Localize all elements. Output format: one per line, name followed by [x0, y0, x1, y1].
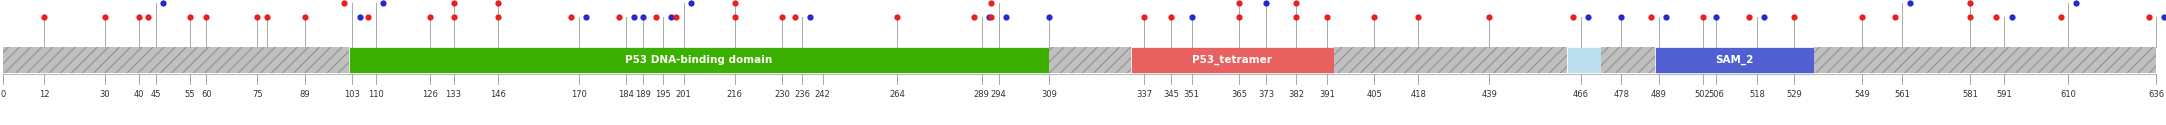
Text: 195: 195: [656, 90, 671, 98]
Text: 126: 126: [422, 90, 438, 98]
FancyBboxPatch shape: [1601, 47, 1655, 73]
Text: 636: 636: [2149, 90, 2164, 98]
Text: 103: 103: [344, 90, 360, 98]
Text: SAM_2: SAM_2: [1715, 55, 1754, 65]
Text: 133: 133: [446, 90, 461, 98]
Text: P53 DNA-binding domain: P53 DNA-binding domain: [626, 55, 773, 65]
Text: 373: 373: [1258, 90, 1274, 98]
Text: 60: 60: [201, 90, 212, 98]
Text: 581: 581: [1962, 90, 1978, 98]
FancyBboxPatch shape: [1655, 47, 1815, 73]
Text: 146: 146: [490, 90, 505, 98]
Text: 591: 591: [1997, 90, 2012, 98]
Text: 549: 549: [1854, 90, 1869, 98]
FancyBboxPatch shape: [1048, 47, 1131, 73]
FancyBboxPatch shape: [4, 47, 349, 73]
FancyBboxPatch shape: [1815, 47, 2157, 73]
Text: 189: 189: [635, 90, 652, 98]
Text: 75: 75: [251, 90, 262, 98]
Text: 518: 518: [1748, 90, 1765, 98]
Text: 294: 294: [990, 90, 1007, 98]
Text: 466: 466: [1573, 90, 1590, 98]
Text: 264: 264: [888, 90, 905, 98]
Text: 201: 201: [676, 90, 691, 98]
FancyBboxPatch shape: [1334, 47, 1568, 73]
Text: 439: 439: [1482, 90, 1497, 98]
FancyBboxPatch shape: [1568, 47, 1601, 73]
Text: 382: 382: [1289, 90, 1304, 98]
Text: 351: 351: [1183, 90, 1200, 98]
Text: 489: 489: [1650, 90, 1666, 98]
Text: 529: 529: [1787, 90, 1802, 98]
Text: 45: 45: [149, 90, 160, 98]
Text: 506: 506: [1709, 90, 1724, 98]
Text: 345: 345: [1163, 90, 1178, 98]
Text: 242: 242: [814, 90, 830, 98]
Text: P53_tetramer: P53_tetramer: [1191, 55, 1271, 65]
Text: 289: 289: [975, 90, 990, 98]
FancyBboxPatch shape: [349, 47, 1048, 73]
Text: 230: 230: [773, 90, 791, 98]
Text: 365: 365: [1230, 90, 1248, 98]
Text: 12: 12: [39, 90, 50, 98]
Text: 216: 216: [726, 90, 743, 98]
Text: 110: 110: [368, 90, 383, 98]
Text: 236: 236: [795, 90, 810, 98]
Text: 309: 309: [1042, 90, 1057, 98]
Text: 478: 478: [1614, 90, 1629, 98]
Text: 89: 89: [299, 90, 310, 98]
Text: 502: 502: [1694, 90, 1711, 98]
Text: 337: 337: [1137, 90, 1152, 98]
Text: 610: 610: [2060, 90, 2077, 98]
Text: 55: 55: [184, 90, 195, 98]
Text: 391: 391: [1319, 90, 1334, 98]
Text: 184: 184: [617, 90, 635, 98]
FancyBboxPatch shape: [1131, 47, 1334, 73]
Text: 0: 0: [0, 90, 6, 98]
Text: 40: 40: [134, 90, 143, 98]
Text: 405: 405: [1367, 90, 1382, 98]
Text: 30: 30: [100, 90, 110, 98]
Text: 170: 170: [572, 90, 587, 98]
Text: 561: 561: [1895, 90, 1910, 98]
Text: 418: 418: [1410, 90, 1425, 98]
